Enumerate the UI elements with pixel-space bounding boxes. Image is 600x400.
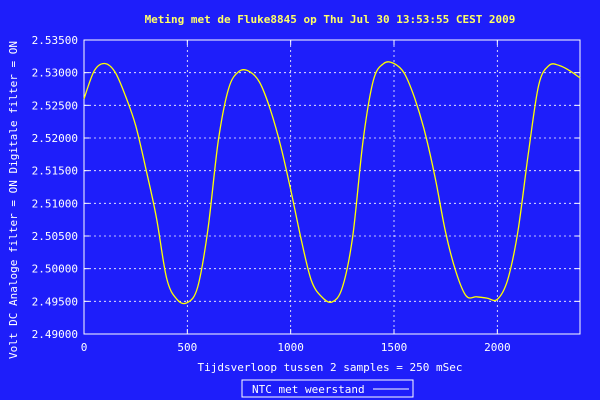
y-tick-label: 2.51000	[32, 197, 78, 210]
y-tick-label: 2.52000	[32, 132, 78, 145]
y-tick-label: 2.49000	[32, 328, 78, 341]
x-tick-label: 1500	[381, 341, 408, 354]
x-tick-label: 500	[177, 341, 197, 354]
y-tick-label: 2.49500	[32, 295, 78, 308]
y-axis: 2.49000 2.49500 2.50000 2.50500 2.51000 2.515…	[32, 34, 580, 341]
y-tick-label: 2.50500	[32, 230, 78, 243]
x-tick-label: 1000	[277, 341, 304, 354]
series-line-ntc-met-weerstand	[83, 61, 581, 305]
x-axis: 0 500 1000 1500 2000	[81, 40, 511, 354]
x-tick-label: 0	[81, 341, 88, 354]
x-axis-label: Tijdsverloop tussen 2 samples = 250 mSec	[198, 361, 463, 374]
plot-border	[83, 39, 581, 335]
y-tick-label: 2.53000	[32, 67, 78, 80]
y-tick-label: 2.51500	[32, 165, 78, 178]
y-tick-label: 2.53500	[32, 34, 78, 47]
y-tick-label: 2.52500	[32, 99, 78, 112]
legend-entry-label: NTC met weerstand	[252, 383, 365, 396]
legend-box	[241, 379, 414, 398]
x-tick-label: 2000	[484, 341, 511, 354]
y-axis-label: Volt DC Analoge filter = ON Digitale fil…	[7, 41, 20, 359]
chart-title: Meting met de Fluke8845 op Thu Jul 30 13…	[145, 13, 516, 26]
y-tick-label: 2.50000	[32, 263, 78, 276]
legend: NTC met weerstand	[241, 379, 414, 398]
